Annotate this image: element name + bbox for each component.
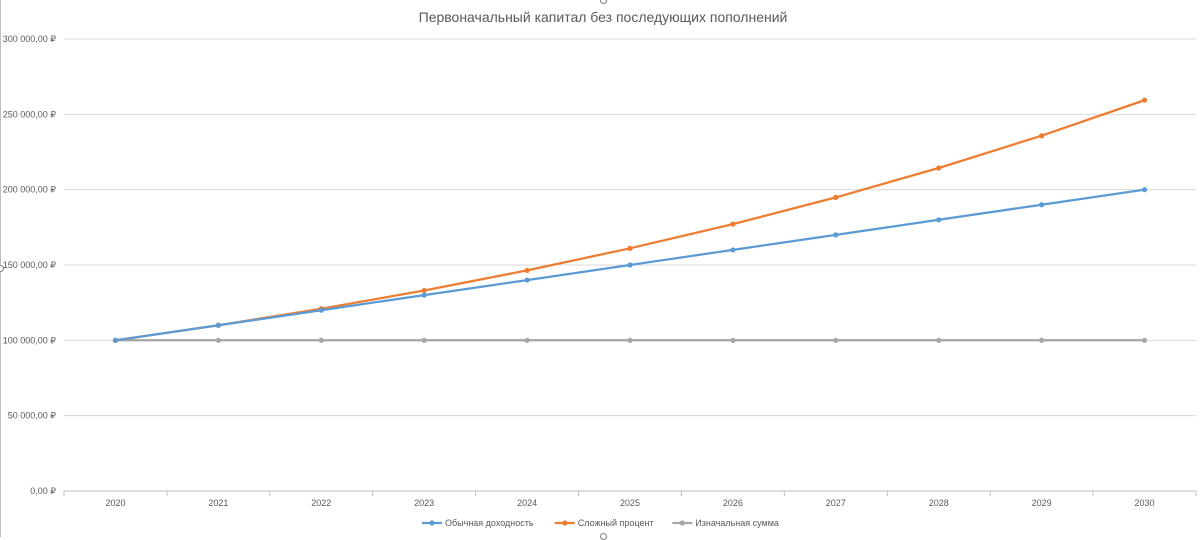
data-point [1141, 337, 1148, 343]
series-line [115, 99, 1145, 342]
x-tick-label: 2030 [1135, 498, 1155, 508]
data-point [730, 337, 736, 343]
x-tick-label: 2023 [414, 498, 434, 508]
resize-handle-left[interactable] [0, 265, 4, 272]
legend[interactable]: Обычная доходность Сложный процент Изначал… [422, 518, 779, 528]
legend-marker [679, 520, 685, 526]
data-point [1039, 202, 1045, 208]
legend-label: Изначальная сумма [695, 518, 779, 528]
legend-item[interactable]: Обычная доходность [422, 518, 534, 528]
resize-handle-top[interactable] [600, 0, 607, 4]
x-tick-label: 2024 [517, 498, 537, 508]
y-axis: 0,00 ₽ 50 000,00 ₽ 100 000,00 ₽ 150 000,00 … [3, 34, 57, 496]
data-point [833, 194, 839, 200]
data-point [318, 307, 324, 313]
y-tick-label: 0,00 ₽ [30, 486, 56, 496]
data-point [1039, 337, 1045, 343]
x-tick-label: 2026 [723, 498, 743, 508]
data-point [730, 221, 736, 227]
legend-item[interactable]: Изначальная сумма [672, 518, 779, 528]
data-point [936, 165, 942, 171]
series-2 [112, 337, 1148, 343]
data-point [421, 337, 427, 343]
legend-item[interactable]: Сложный процент [554, 518, 654, 528]
y-tick-label: 200 000,00 ₽ [3, 185, 57, 195]
x-tick-label: 2020 [105, 498, 125, 508]
series-0 [112, 187, 1148, 343]
data-point [627, 337, 633, 343]
series-lines [112, 97, 1148, 343]
legend-marker [562, 520, 568, 526]
legend-marker [429, 520, 435, 526]
data-point [936, 337, 942, 343]
data-point [833, 337, 839, 343]
gridlines [64, 38, 1196, 492]
data-point [421, 287, 427, 294]
x-axis: 2020 2021 2022 2023 2024 2025 2026 2027 2028 2029… [63, 491, 1197, 508]
legend-label: Сложный процент [578, 518, 654, 528]
data-point [936, 217, 942, 223]
data-point [524, 277, 530, 283]
data-point [215, 322, 221, 328]
data-point [1141, 97, 1148, 103]
data-point [215, 337, 221, 343]
x-tick-label: 2028 [929, 498, 949, 508]
x-tick-label: 2022 [311, 498, 331, 508]
x-tick-label: 2025 [620, 498, 640, 508]
data-point [730, 247, 736, 253]
series-1 [112, 97, 1148, 343]
data-point [112, 337, 119, 343]
data-point [318, 337, 324, 343]
data-point [1141, 187, 1148, 193]
y-tick-label: 250 000,00 ₽ [3, 109, 57, 119]
data-point [421, 292, 427, 298]
data-point [1039, 133, 1045, 139]
x-tick-label: 2029 [1032, 498, 1052, 508]
y-tick-label: 300 000,00 ₽ [3, 34, 57, 44]
data-point [627, 262, 633, 268]
y-tick-label: 100 000,00 ₽ [3, 335, 57, 345]
y-tick-label: 50 000,00 ₽ [8, 411, 57, 421]
data-point [627, 245, 633, 251]
data-point [524, 267, 530, 274]
x-tick-label: 2021 [208, 498, 228, 508]
legend-label: Обычная доходность [445, 518, 534, 528]
chart-title: Первоначальный капитал без последующих п… [419, 9, 788, 25]
data-point [524, 337, 530, 343]
x-tick-label: 2027 [826, 498, 846, 508]
y-tick-label: 150 000,00 ₽ [3, 260, 57, 270]
data-point [833, 232, 839, 238]
